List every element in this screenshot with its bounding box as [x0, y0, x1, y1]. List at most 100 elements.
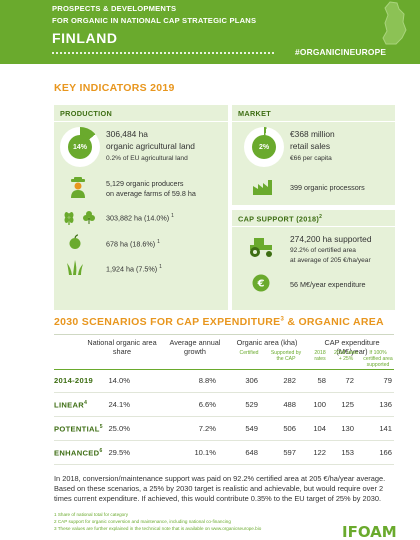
header-national-share: National organic area share [87, 338, 157, 356]
table-row-rule [54, 440, 394, 441]
scenario-label-text: 2014-2019 [54, 376, 94, 385]
market-share-label: 2% [252, 135, 276, 159]
retail-sales-label: retail sales [290, 141, 331, 151]
rate-2018-cell: 58 [317, 376, 326, 385]
ifoam-logo: IFOAM [342, 523, 397, 540]
finland-map-icon [382, 1, 407, 45]
tractor-icon [250, 238, 272, 257]
market-heading-rule [232, 121, 395, 122]
national-share-cell: 14.0% [108, 376, 130, 385]
full-supported-cell: 136 [379, 400, 392, 409]
cap-support-footnote: 2 [319, 214, 323, 220]
processors-count: 399 organic processors [290, 183, 365, 192]
rate-2018-plus-cell: 130 [341, 424, 354, 433]
scenario-label-text: ENHANCED [54, 448, 100, 458]
rate-2018-plus-cell: 153 [341, 448, 354, 457]
svg-text:€: € [257, 279, 265, 290]
factory-icon [253, 180, 272, 195]
key-indicators-title: KEY INDICATORS 2019 [54, 82, 175, 94]
scenarios-summary: In 2018, conversion/maintenance support … [54, 474, 386, 503]
scenarios-title-rule [54, 334, 394, 335]
scenario-label-text: LINEAR [54, 400, 85, 410]
header-2018-rates: 2018 rates [314, 350, 326, 362]
cap-support-heading-text: CAP SUPPORT (2018) [238, 214, 320, 224]
crop-grassland-value: 303,882 ha (14.0%) [106, 213, 170, 223]
grass-icon [67, 260, 83, 275]
national-share-cell: 25.0% [108, 424, 130, 433]
full-supported-cell: 166 [379, 448, 392, 457]
organic-share-label: 14% [68, 135, 92, 159]
production-heading: PRODUCTION [60, 109, 113, 118]
average-payment: at average of 205 €/ha/year [290, 257, 371, 264]
header-organic-area: Organic area (kha) [236, 338, 298, 347]
certified-cell: 648 [245, 448, 258, 457]
country-title: FINLAND [52, 30, 118, 46]
production-heading-rule [54, 121, 228, 122]
table-row-rule [54, 392, 394, 393]
scenario-row-label: POTENTIAL5 [54, 424, 103, 434]
full-supported-cell: 79 [383, 376, 392, 385]
national-share-cell: 24.1% [108, 400, 130, 409]
euro-coin-icon: € [252, 274, 270, 292]
footnote-3: 3 These values are further explained in … [54, 526, 262, 531]
scenario-label-footnote: 5 [99, 424, 103, 430]
rate-2018-cell: 100 [313, 400, 326, 409]
crop-other-area: 1,924 ha (7.5%) 1 [106, 264, 162, 273]
crop-fruit-value: 678 ha (18.6%) [106, 239, 156, 249]
header-annual-growth: Average annual growth [169, 338, 221, 356]
ifoam-logo-text: IFOAM [342, 523, 397, 540]
organic-area-value: 306,484 ha [106, 129, 148, 139]
organic-area-label: organic agricultural land [106, 141, 195, 151]
hashtag: #ORGANICINEUROPE [295, 47, 387, 57]
market-panel: MARKET 2% €368 million retail sales €66 … [232, 105, 395, 205]
rate-2018-cell: 122 [313, 448, 326, 457]
cap-support-heading: CAP SUPPORT (2018)2 [238, 214, 322, 223]
apple-icon [69, 234, 81, 249]
footnote-1: 1 Share of national total for category [54, 512, 129, 517]
crop-fruit-area: 678 ha (18.6%) 1 [106, 239, 160, 248]
market-heading: MARKET [238, 109, 272, 118]
scenarios-title-footnote: 3 [280, 316, 285, 323]
crop-other-value: 1,924 ha (7.5%) [106, 264, 158, 274]
cap-expenditure: 56 M€/year expenditure [290, 280, 366, 289]
market-share-donut: 2% [244, 127, 284, 167]
rate-2018-plus-cell: 125 [341, 400, 354, 409]
scenarios-title: 2030 SCENARIOS FOR CAP EXPENDITURE3 & OR… [54, 316, 384, 328]
header-dotted-divider [52, 52, 274, 54]
crop-fruit-footnote: 1 [157, 239, 160, 245]
supported-cell: 488 [283, 400, 296, 409]
clover-icon [83, 211, 95, 224]
producers-count: 5,129 organic producers [106, 179, 184, 188]
scenario-label-text: POTENTIAL [54, 424, 100, 434]
producers-farm-size: on average farms of 59.8 ha [106, 189, 196, 198]
retail-sales-value: €368 million [290, 129, 335, 139]
supported-cell: 597 [283, 448, 296, 457]
header-line-2: FOR ORGANIC IN NATIONAL CAP STRATEGIC PL… [52, 16, 257, 25]
certified-cell: 549 [245, 424, 258, 433]
scenarios-title-tail: & ORGANIC AREA [284, 316, 384, 328]
table-header-rule [54, 369, 394, 370]
scenario-label-footnote: 6 [99, 448, 103, 454]
header-2018-rates-plus: 2018 rates + 25% [333, 350, 359, 362]
certified-cell: 529 [245, 400, 258, 409]
supported-cell: 282 [283, 376, 296, 385]
growth-cell: 7.2% [198, 424, 216, 433]
crop-grassland-footnote: 1 [171, 213, 174, 219]
header-supported: Supported by the CAP [270, 350, 302, 362]
growth-cell: 6.6% [198, 400, 216, 409]
organic-share-donut: 14% [60, 127, 100, 167]
per-capita-text: €66 per capita [290, 155, 332, 162]
table-row-rule [54, 416, 394, 417]
header-full-supported: If 100% certified area supported [363, 350, 393, 368]
supported-area: 274,200 ha supported [290, 234, 372, 244]
rate-2018-plus-cell: 72 [345, 376, 354, 385]
crop-other-footnote: 1 [159, 264, 162, 270]
growth-cell: 8.8% [198, 376, 216, 385]
eu-share-text: 0.2% of EU agricultural land [106, 155, 188, 162]
production-panel: PRODUCTION 14% 306,484 ha organic agricu… [54, 105, 228, 310]
cap-support-heading-rule [232, 226, 395, 227]
header-banner: PROSPECTS & DEVELOPMENTS FOR ORGANIC IN … [0, 0, 420, 64]
national-share-cell: 29.5% [108, 448, 130, 457]
scenario-label-footnote: 4 [84, 400, 88, 406]
certified-share: 92.2% of certified area [290, 247, 356, 254]
